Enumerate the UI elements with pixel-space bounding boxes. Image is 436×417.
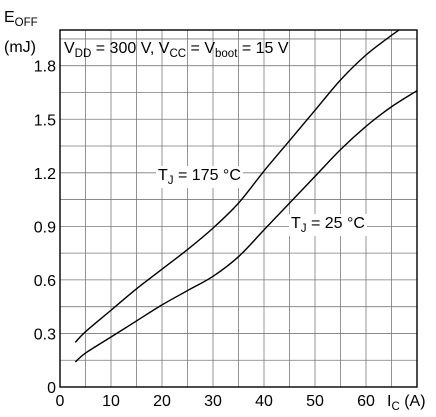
series-label-tj-175: TJ = 175 °C [158,167,241,187]
y-tick-label: 1.8 [34,59,56,76]
x-tick-label: 40 [255,393,273,410]
x-tick-label: 60 [357,393,375,410]
series-layer [74,30,417,363]
y-axis-title: EOFF [4,9,38,29]
series-label-tj-25: TJ = 25 °C [291,215,365,235]
series-label-bg [156,166,243,188]
x-tick-label: 0 [56,393,65,410]
x-axis-title: IC (A) [387,393,426,412]
x-tick-label: 20 [153,393,171,410]
series-line-tj-25 [74,90,417,363]
y-tick-label: 0.9 [34,219,56,236]
y-tick-label: 1.2 [34,166,56,183]
plot-frame [59,29,418,388]
text-layer: 0 10 20 30 40 50 60 0 0.3 0.6 0.9 1.2 1.5 1.8 EOFF (mJ)… [4,9,426,413]
series-label-bg [289,214,367,236]
y-axis-unit: (mJ) [4,39,36,56]
x-tick-label: 10 [102,393,120,410]
grid [60,30,417,387]
y-tick-label: 1.5 [34,112,56,129]
y-tick-label: 0.3 [34,326,56,343]
conditions-annotation: VDD = 300 V, VCC = Vboot = 15 V [64,40,289,60]
y-tick-label: 0.6 [34,273,56,290]
x-tick-label: 50 [306,393,324,410]
series-line-tj-175 [74,30,401,343]
x-tick-label: 30 [204,393,222,410]
y-tick-label: 0 [47,380,56,397]
